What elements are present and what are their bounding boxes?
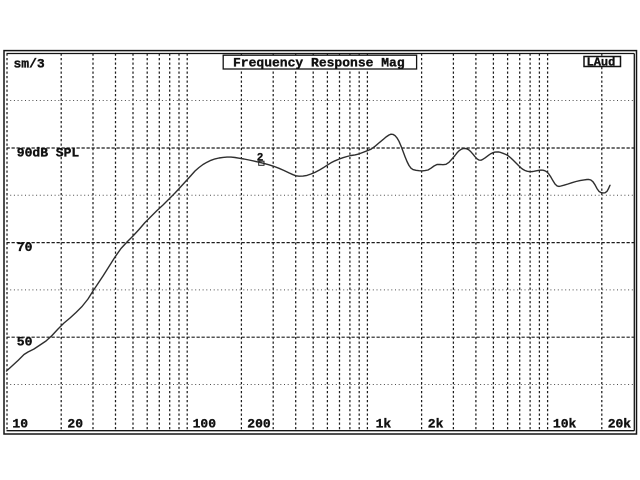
- svg-text:Frequency Response Mag: Frequency Response Mag: [233, 56, 405, 71]
- svg-text:90dB SPL: 90dB SPL: [17, 146, 80, 161]
- svg-text:20: 20: [67, 417, 83, 432]
- svg-text:2: 2: [257, 152, 264, 164]
- svg-text:LAud: LAud: [587, 56, 616, 70]
- svg-text:10k: 10k: [553, 417, 577, 432]
- svg-text:100: 100: [193, 417, 217, 432]
- svg-text:70: 70: [17, 240, 33, 255]
- svg-text:sm/3: sm/3: [14, 56, 45, 71]
- svg-text:1k: 1k: [376, 417, 392, 432]
- svg-text:2k: 2k: [428, 417, 444, 432]
- svg-text:50: 50: [17, 335, 33, 350]
- svg-text:10: 10: [12, 417, 28, 432]
- svg-text:200: 200: [247, 417, 271, 432]
- svg-text:20k: 20k: [608, 417, 632, 432]
